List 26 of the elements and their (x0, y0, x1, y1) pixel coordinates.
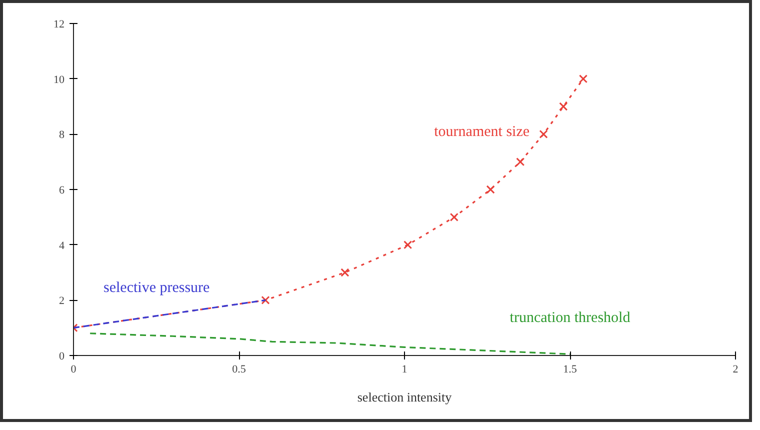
point (516, 158, 525, 166)
point (340, 268, 350, 277)
point (539, 130, 548, 138)
x-tick-label: 0.5 (232, 364, 246, 376)
point (486, 185, 495, 194)
x-tick-label: 1.5 (563, 364, 578, 376)
point (450, 212, 458, 222)
series-label: truncation threshold (510, 310, 631, 326)
point (404, 240, 412, 250)
series-label: selective pressure (104, 280, 210, 296)
line-series (89, 332, 571, 355)
y-tick-label: 2 (59, 295, 64, 308)
x-axis-title: selection intensity (357, 390, 452, 404)
point (261, 296, 270, 304)
y-tick-label: 10 (54, 74, 65, 86)
y-tick-label: 4 (59, 240, 65, 252)
x-tick-label: 1 (402, 364, 408, 376)
y-tick-label: 6 (59, 184, 65, 196)
y-tick-label: 0 (59, 350, 65, 362)
x-tick-label: 0 (70, 364, 77, 376)
x-tick-label: 2 (732, 364, 738, 376)
point (559, 102, 568, 111)
y-tick-label: 12 (54, 18, 64, 30)
point (578, 74, 588, 84)
series-label: tournament size (434, 124, 530, 140)
y-tick-label: 8 (59, 129, 65, 142)
